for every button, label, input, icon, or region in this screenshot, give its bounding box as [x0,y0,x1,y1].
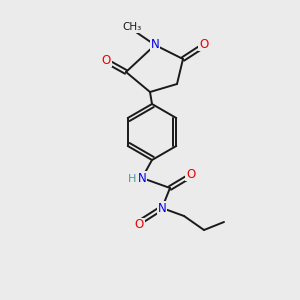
Text: N: N [151,38,159,52]
Text: O: O [200,38,208,50]
Text: H: H [128,174,136,184]
Text: CH₃: CH₃ [122,22,142,32]
Text: O: O [101,53,111,67]
Text: N: N [158,202,166,214]
Text: O: O [186,167,196,181]
Text: N: N [138,172,146,184]
Text: O: O [134,218,144,232]
